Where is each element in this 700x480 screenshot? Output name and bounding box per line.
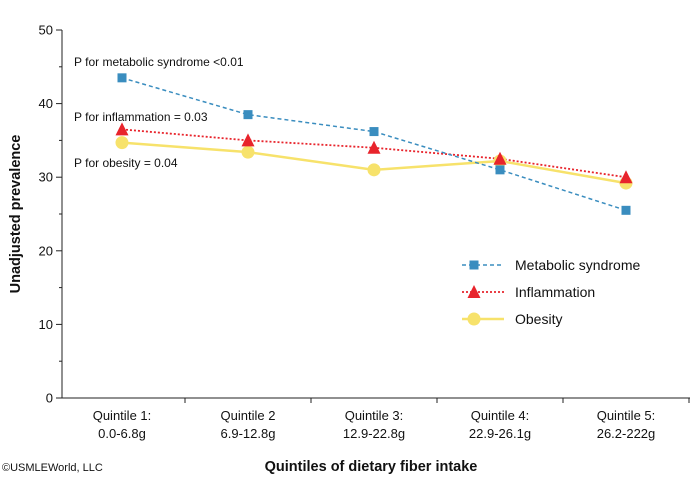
data-point-inflammation	[367, 140, 381, 154]
p-value-annotation: P for obesity = 0.04	[74, 156, 178, 170]
y-tick-label: 30	[39, 170, 53, 185]
legend-marker	[467, 312, 481, 326]
x-tick-label: Quintile 4:	[471, 408, 530, 423]
legend-marker	[469, 260, 479, 270]
data-point-inflammation	[115, 122, 129, 136]
legend-marker	[467, 285, 481, 298]
data-point-inflammation	[619, 170, 633, 184]
y-tick-label: 10	[39, 317, 53, 332]
x-tick-label: 12.9-22.8g	[343, 426, 405, 441]
x-tick-label: 26.2-222g	[597, 426, 656, 441]
series-line-metabolic-syndrome	[121, 77, 627, 212]
p-value-annotation: P for inflammation = 0.03	[74, 110, 208, 124]
data-point-obesity	[241, 145, 255, 159]
data-point-obesity	[367, 163, 381, 177]
x-axis-title: Quintiles of dietary fiber intake	[265, 459, 478, 475]
y-tick-label: 0	[46, 391, 53, 406]
y-tick-label: 40	[39, 96, 53, 111]
data-point-metabolic-syndrome	[369, 127, 379, 137]
p-value-annotation: P for metabolic syndrome <0.01	[74, 55, 244, 69]
x-tick-label: 0.0-6.8g	[98, 426, 146, 441]
x-tick-label: Quintile 1:	[93, 408, 152, 423]
x-tick-label: Quintile 2	[221, 408, 276, 423]
copyright-notice: ©USMLEWorld, LLC	[2, 462, 103, 474]
data-point-inflammation	[493, 151, 507, 165]
legend-label: Inflammation	[515, 284, 595, 300]
x-tick-label: Quintile 5:	[597, 408, 656, 423]
y-tick-label: 20	[39, 243, 53, 258]
data-point-metabolic-syndrome	[495, 165, 505, 175]
data-point-metabolic-syndrome	[621, 205, 631, 215]
data-point-inflammation	[241, 133, 255, 147]
legend-label: Obesity	[515, 311, 562, 327]
x-tick-label: 6.9-12.8g	[221, 426, 276, 441]
x-tick-label: Quintile 3:	[345, 408, 404, 423]
y-tick-label: 50	[39, 23, 53, 38]
y-axis-title: Unadjusted prevalence	[8, 135, 24, 294]
data-point-metabolic-syndrome	[243, 110, 253, 120]
data-point-metabolic-syndrome	[117, 73, 127, 83]
x-tick-label: 22.9-26.1g	[469, 426, 531, 441]
legend-label: Metabolic syndrome	[515, 257, 640, 273]
data-point-obesity	[115, 136, 129, 150]
